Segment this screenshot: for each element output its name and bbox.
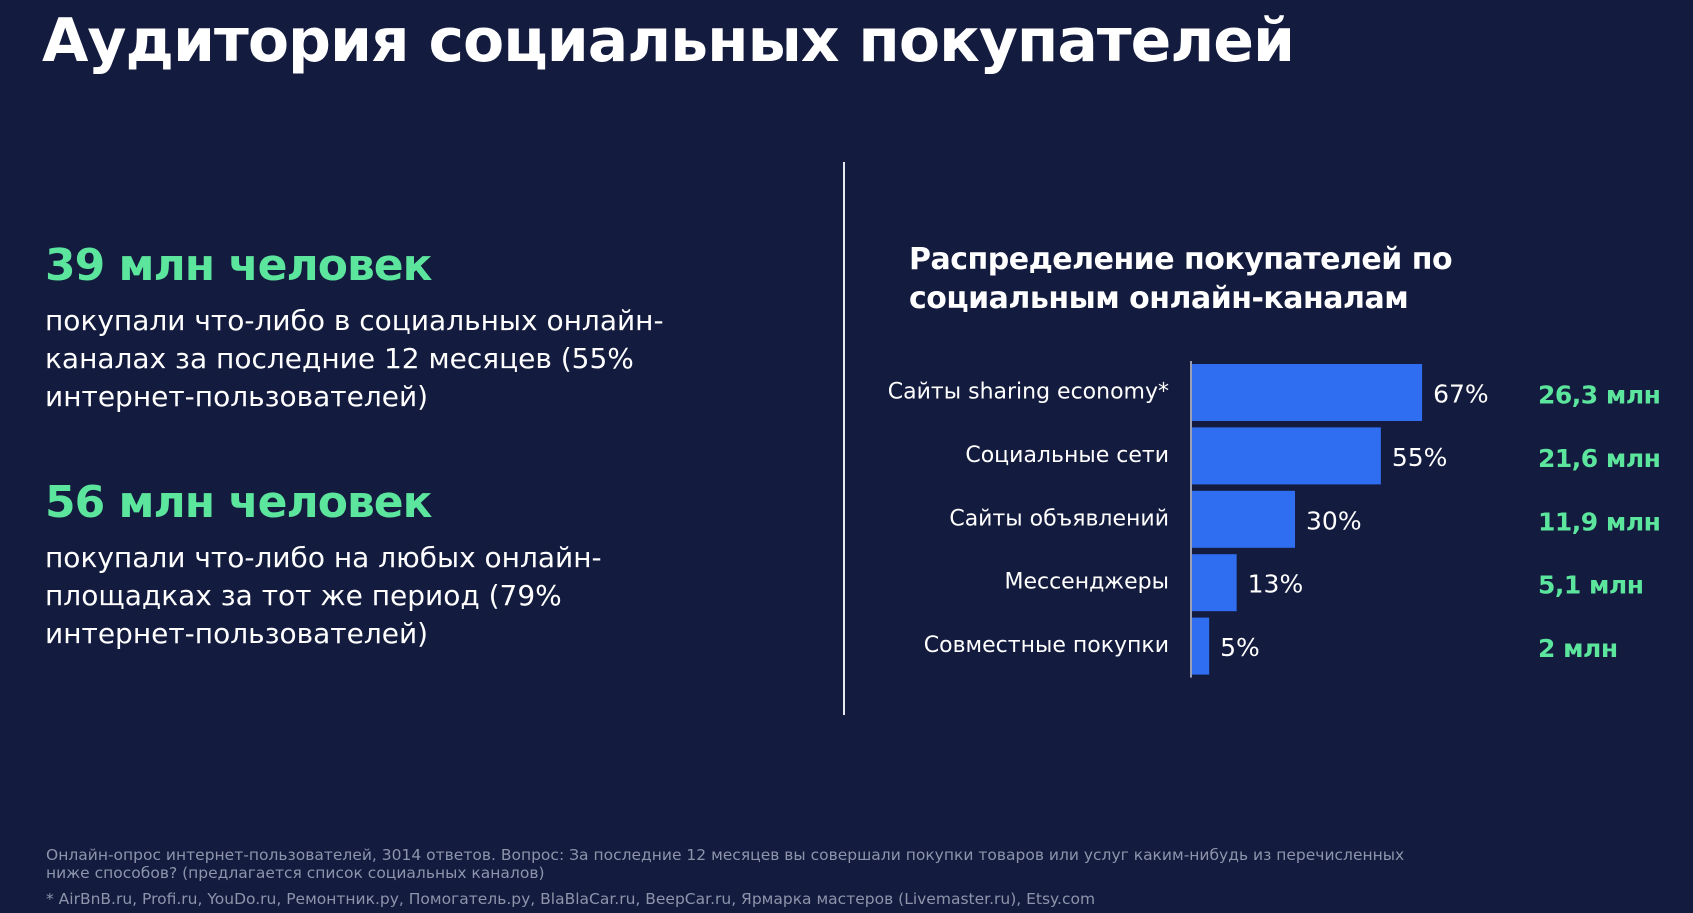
category-label: Сайты объявлений: [949, 506, 1169, 531]
value-label: 67%: [1433, 380, 1489, 409]
audience-label: 26,3 млн: [1538, 381, 1660, 410]
stat-headline: 39 млн человек: [45, 240, 433, 291]
value-label: 30%: [1306, 506, 1362, 535]
category-label: Сайты sharing economy*: [888, 380, 1169, 405]
audience-label: 11,9 млн: [1538, 507, 1660, 536]
category-label: Совместные покупки: [924, 633, 1169, 658]
bar: [1192, 364, 1423, 421]
category-label: Мессенджеры: [1004, 570, 1169, 595]
source-note: Онлайн-опрос интернет-пользователей, 301…: [46, 846, 1405, 882]
value-label: 55%: [1392, 443, 1448, 472]
value-label: 13%: [1248, 570, 1304, 599]
bar: [1192, 554, 1237, 612]
stat-text: покупали что-либо на любых онлайн-площад…: [45, 541, 602, 650]
stat-headline: 56 млн человек: [45, 477, 433, 528]
audience-label: 5,1 млн: [1538, 571, 1644, 600]
category-label: Социальные сети: [965, 443, 1169, 468]
bar: [1192, 617, 1210, 675]
audience-label: 2 млн: [1538, 634, 1618, 663]
stat-text: покупали что-либо в социальных онлайн-ка…: [45, 304, 664, 413]
title: Аудитория социальных покупателей: [42, 6, 1295, 76]
bar: [1192, 427, 1381, 485]
value-label: 5%: [1220, 633, 1260, 662]
audience-label: 21,6 млн: [1538, 444, 1660, 473]
notes: Онлайн-опрос интернет-пользователей, 301…: [46, 846, 1426, 908]
bar: [1192, 490, 1296, 548]
footnote: * AirBnB.ru, Profi.ru, YouDo.ru, Ремонтн…: [46, 890, 1096, 908]
divider: [843, 162, 845, 715]
chart-title: Распределение покупателей по социальным …: [909, 242, 1453, 316]
